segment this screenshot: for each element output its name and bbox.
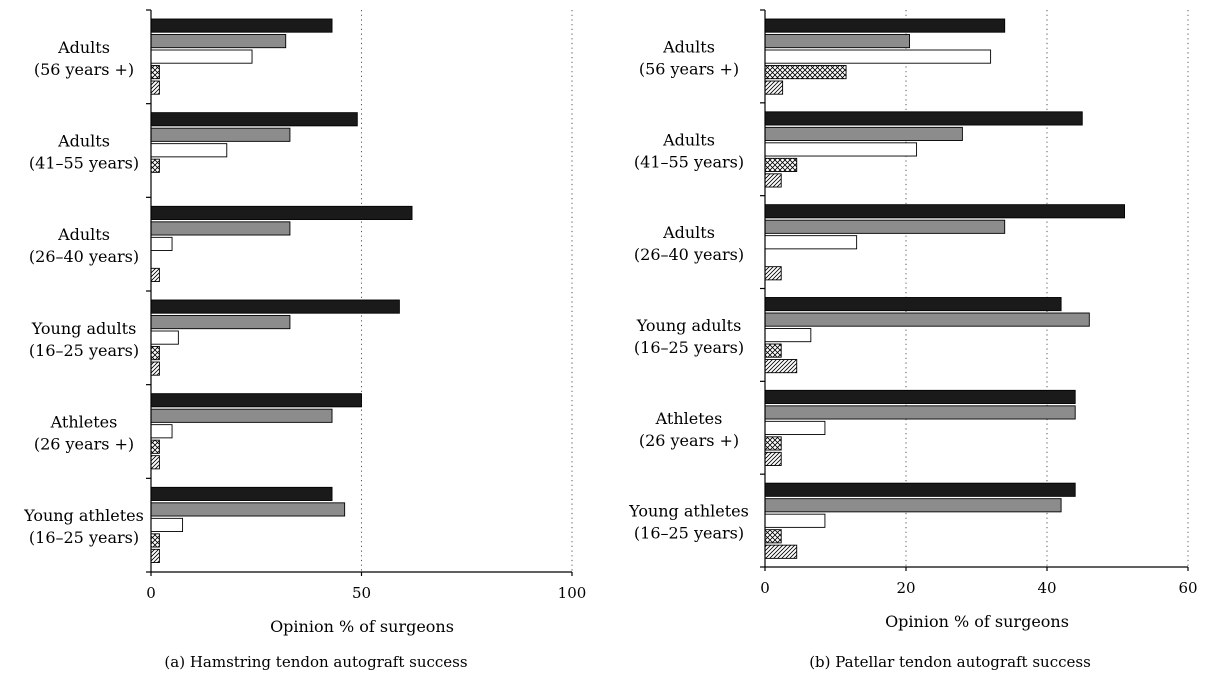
bar-crosshatch (150, 439, 160, 454)
bar-diagonal (764, 266, 782, 281)
bar-crosshatch (150, 533, 160, 548)
chart-a-caption: (a) Hamstring tendon autograft success (164, 653, 467, 671)
bar-diagonal (150, 267, 160, 282)
bar-gray (150, 34, 287, 49)
chart-b-tick-labels: 0 20 40 60 (760, 579, 1197, 597)
x-tick-label: 0 (760, 579, 770, 597)
bar-black (150, 393, 362, 408)
chart-a-gridlines (361, 10, 573, 572)
category-label: Young athletes (16–25 years) (23, 506, 144, 547)
bar-black (764, 482, 1076, 497)
bar-crosshatch (764, 65, 847, 80)
bar-diagonal (764, 359, 798, 374)
bar-gray (764, 219, 1006, 234)
bar-black (764, 389, 1076, 404)
category-label: Adults (41–55 years) (29, 132, 139, 173)
bar-diagonal (764, 80, 784, 95)
bar-diagonal (764, 451, 782, 466)
chart-b-category-labels: Adults (56 years +) Adults (41–55 years) Adu… (628, 37, 749, 542)
bar-white (764, 420, 826, 435)
category-label: Young adults (16–25 years) (634, 316, 744, 357)
bar-white (764, 49, 992, 64)
x-tick-label: 50 (352, 584, 371, 602)
bar-gray (150, 502, 346, 517)
chart-hamstring: Adults (56 years +) Adults (41–55 years) Adu… (23, 9, 586, 671)
category-label: Adults (56 years +) (34, 38, 134, 79)
x-tick-label: 40 (1037, 579, 1056, 597)
bar-crosshatch (150, 158, 160, 173)
chart-a-x-axis-title: Opinion % of surgeons (270, 617, 454, 636)
bar-gray (150, 221, 291, 236)
bar-gray (150, 127, 291, 142)
category-label: Adults (41–55 years) (634, 130, 744, 171)
bar-white (764, 142, 918, 157)
bar-black (764, 204, 1125, 219)
bar-black (150, 18, 333, 33)
x-tick-label: 0 (146, 584, 156, 602)
bar-black (764, 297, 1062, 312)
bar-white (150, 143, 228, 158)
chart-a-category-labels: Adults (56 years +) Adults (41–55 years) Adu… (23, 38, 144, 547)
bar-gray (764, 312, 1090, 327)
bar-diagonal (764, 544, 798, 559)
bar-white (150, 424, 173, 439)
bar-diagonal (764, 173, 782, 188)
chart-b-bars (764, 18, 1125, 559)
bar-gray (764, 34, 910, 49)
category-label: Adults (26–40 years) (29, 225, 139, 266)
chart-a-axes (146, 9, 573, 576)
category-label: Adults (56 years +) (639, 37, 739, 78)
bar-gray (764, 405, 1076, 420)
bar-crosshatch (150, 65, 160, 80)
bar-diagonal (150, 80, 160, 95)
chart-b-x-axis-title: Opinion % of surgeons (885, 612, 1069, 631)
bar-white (150, 517, 184, 532)
bar-crosshatch (150, 346, 160, 361)
bar-diagonal (150, 361, 160, 376)
x-tick-label: 20 (896, 579, 915, 597)
chart-b-caption: (b) Patellar tendon autograft success (809, 653, 1091, 671)
chart-a-tick-labels: 0 50 100 (146, 584, 586, 602)
category-label: Young athletes (16–25 years) (628, 502, 749, 543)
bar-white (150, 236, 173, 251)
chart-b-gridlines (905, 10, 1189, 567)
bar-gray (764, 126, 963, 141)
bar-crosshatch (764, 436, 782, 451)
bar-white (150, 330, 179, 345)
bar-white (764, 513, 826, 528)
category-label: Young adults (16–25 years) (29, 319, 139, 360)
bar-black (764, 18, 1006, 33)
x-tick-label: 100 (558, 584, 587, 602)
bar-black (150, 205, 413, 220)
bar-diagonal (150, 548, 160, 563)
chart-b-axes (760, 9, 1189, 571)
bar-gray (150, 315, 291, 330)
bar-gray (150, 408, 333, 423)
bar-crosshatch (764, 157, 798, 172)
bar-black (150, 112, 358, 127)
bar-white (150, 49, 253, 64)
category-label: Adults (26–40 years) (634, 223, 744, 264)
bar-black (764, 111, 1083, 126)
category-label: Athletes (26 years +) (639, 409, 739, 450)
category-label: Athletes (26 years +) (34, 413, 134, 454)
bar-diagonal (150, 455, 160, 470)
bar-black (150, 486, 333, 501)
bar-crosshatch (764, 343, 782, 358)
chart-a-bars (150, 18, 413, 563)
bar-white (764, 235, 858, 250)
bar-black (150, 299, 400, 314)
bar-gray (764, 498, 1062, 513)
x-tick-label: 60 (1178, 579, 1197, 597)
chart-patellar: Adults (56 years +) Adults (41–55 years) Adu… (628, 9, 1198, 671)
bar-crosshatch (764, 529, 782, 544)
bar-white (764, 328, 812, 343)
